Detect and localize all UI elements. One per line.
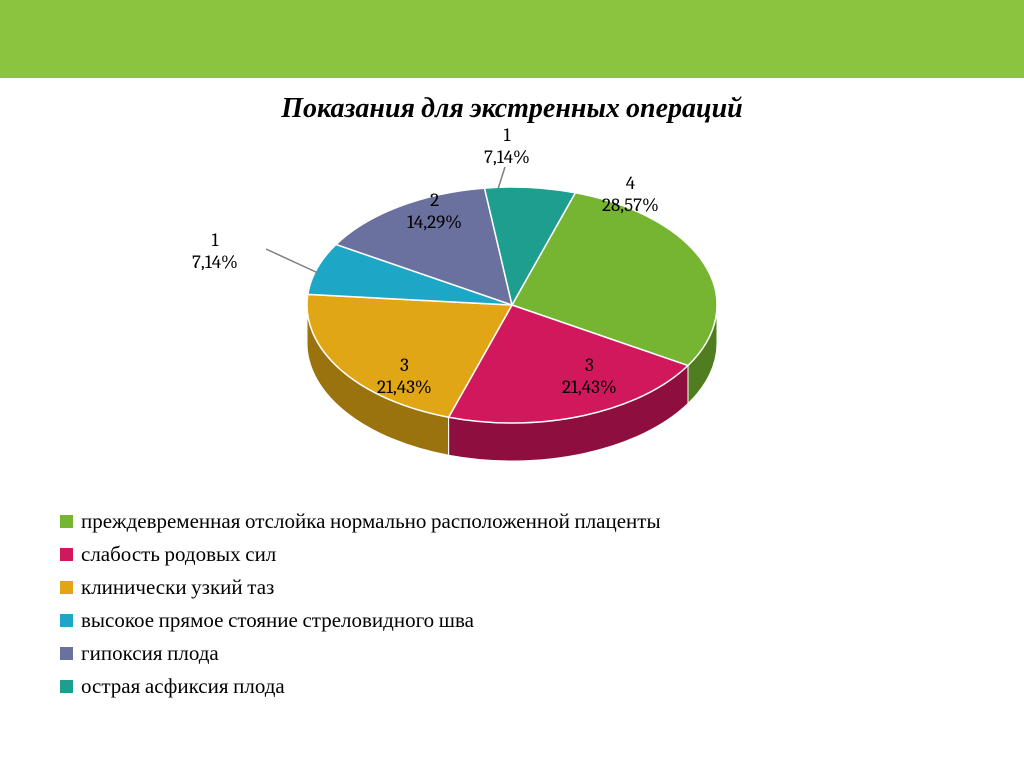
header-bar [0, 0, 1024, 78]
data-label: 214,29% [407, 190, 462, 234]
data-label-count: 2 [407, 190, 462, 212]
data-label-percent: 28,57% [602, 195, 659, 217]
chart-title: Показания для экстренных операций [0, 92, 1024, 125]
legend-label: клинически узкий таз [81, 575, 274, 600]
data-label: 17,14% [484, 125, 530, 169]
data-label-count: 3 [377, 355, 432, 377]
legend-swatch [60, 614, 73, 627]
legend-swatch [60, 680, 73, 693]
data-label-percent: 21,43% [562, 377, 617, 399]
legend-swatch [60, 647, 73, 660]
legend-item: клинически узкий таз [60, 575, 964, 600]
legend-label: преждевременная отслойка нормально распо… [81, 509, 661, 534]
data-label: 428,57% [602, 173, 659, 217]
data-label-count: 1 [192, 230, 238, 252]
legend-item: гипоксия плода [60, 641, 964, 666]
data-label: 17,14% [192, 230, 238, 274]
data-label-percent: 7,14% [192, 252, 238, 274]
legend-label: острая асфиксия плода [81, 674, 285, 699]
legend-item: высокое прямое стояние стреловидного шва [60, 608, 964, 633]
data-label: 321,43% [377, 355, 432, 399]
data-label-count: 3 [562, 355, 617, 377]
legend-swatch [60, 581, 73, 594]
data-label-percent: 14,29% [407, 212, 462, 234]
pie-chart: 428,57%321,43%321,43%17,14%214,29%17,14% [132, 135, 892, 475]
legend-item: слабость родовых сил [60, 542, 964, 567]
data-label-percent: 21,43% [377, 377, 432, 399]
legend-label: слабость родовых сил [81, 542, 276, 567]
data-label-count: 4 [602, 173, 659, 195]
legend-swatch [60, 548, 73, 561]
data-label-count: 1 [484, 125, 530, 147]
legend-label: гипоксия плода [81, 641, 219, 666]
legend-label: высокое прямое стояние стреловидного шва [81, 608, 474, 633]
pie-svg [132, 135, 892, 475]
legend-item: острая асфиксия плода [60, 674, 964, 699]
data-label-percent: 7,14% [484, 147, 530, 169]
legend-swatch [60, 515, 73, 528]
legend: преждевременная отслойка нормально распо… [60, 509, 964, 699]
legend-item: преждевременная отслойка нормально распо… [60, 509, 964, 534]
data-label: 321,43% [562, 355, 617, 399]
